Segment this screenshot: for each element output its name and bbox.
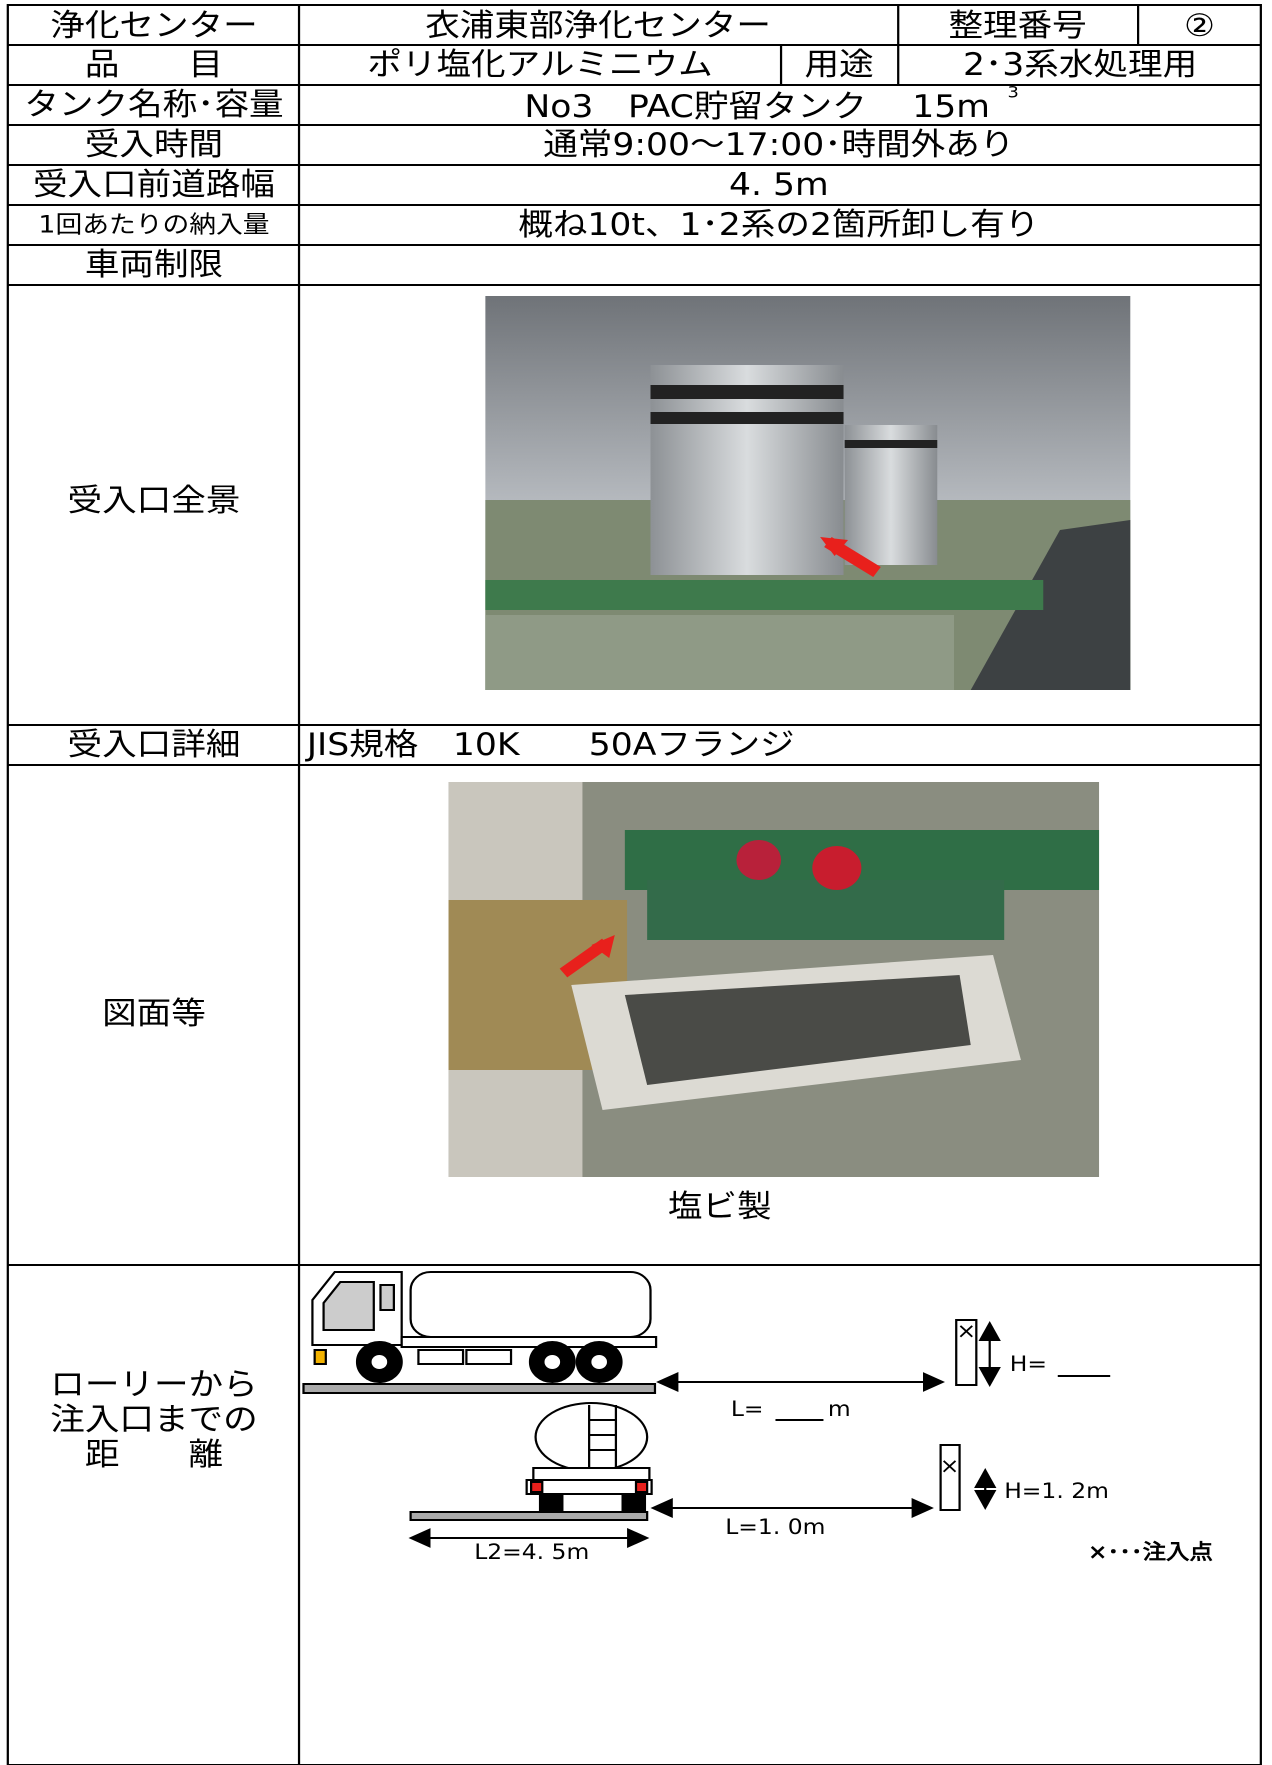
truck-side: [302, 1271, 1001, 1394]
truck-rear: [408, 1402, 997, 1548]
value: 2･3系水処理用: [963, 47, 1197, 83]
value: JIS規格 10K 50Aフランジ: [305, 727, 795, 763]
label: 1回あたりの納入量: [38, 210, 269, 238]
value: 概ね10t、1･2系の2箇所卸し有り: [518, 207, 1039, 243]
side-length: L=: [731, 1397, 764, 1422]
value: ポリ塩化アルミニウム: [367, 47, 712, 83]
rear-length: L=1. 0m: [725, 1515, 825, 1540]
label: 図面等: [102, 996, 206, 1032]
label: 受入口前道路幅: [33, 167, 275, 203]
mark: ×: [940, 1454, 960, 1479]
photo-detail: [448, 782, 1100, 1177]
legend: ×･･･注入点: [1088, 1539, 1213, 1564]
label: タンク名称･容量: [24, 87, 283, 123]
side-height: H=: [1010, 1352, 1047, 1377]
value: 通常9:00～17:00･時間外あり: [543, 127, 1014, 163]
label: 品 目: [85, 47, 223, 83]
label: 用途: [805, 47, 874, 83]
side-length-unit: m: [828, 1397, 851, 1422]
label: 車両制限: [85, 247, 223, 283]
value: No3 PAC貯留タンク 15m: [524, 89, 990, 125]
value: ②: [1184, 8, 1215, 44]
value: 4. 5m: [729, 167, 829, 203]
mark: ×: [956, 1319, 976, 1344]
label: 整理番号: [948, 8, 1086, 44]
label: 距 離: [85, 1437, 223, 1473]
table-grid: [6, 4, 1262, 1765]
label: 受入口全景: [68, 483, 241, 519]
photo-overview: [485, 296, 1131, 690]
superscript: 3: [1008, 83, 1019, 102]
value: 衣浦東部浄化センター: [425, 8, 771, 44]
rear-width: L2=4. 5m: [474, 1540, 589, 1565]
label: 浄化センター: [50, 8, 257, 44]
label: 受入時間: [85, 127, 223, 163]
label: 注入口までの: [50, 1402, 257, 1438]
label: 受入口詳細: [68, 727, 241, 763]
rear-height: H=1. 2m: [1004, 1479, 1109, 1504]
caption: 塩ビ製: [668, 1189, 772, 1225]
label: ローリーから: [50, 1367, 257, 1403]
